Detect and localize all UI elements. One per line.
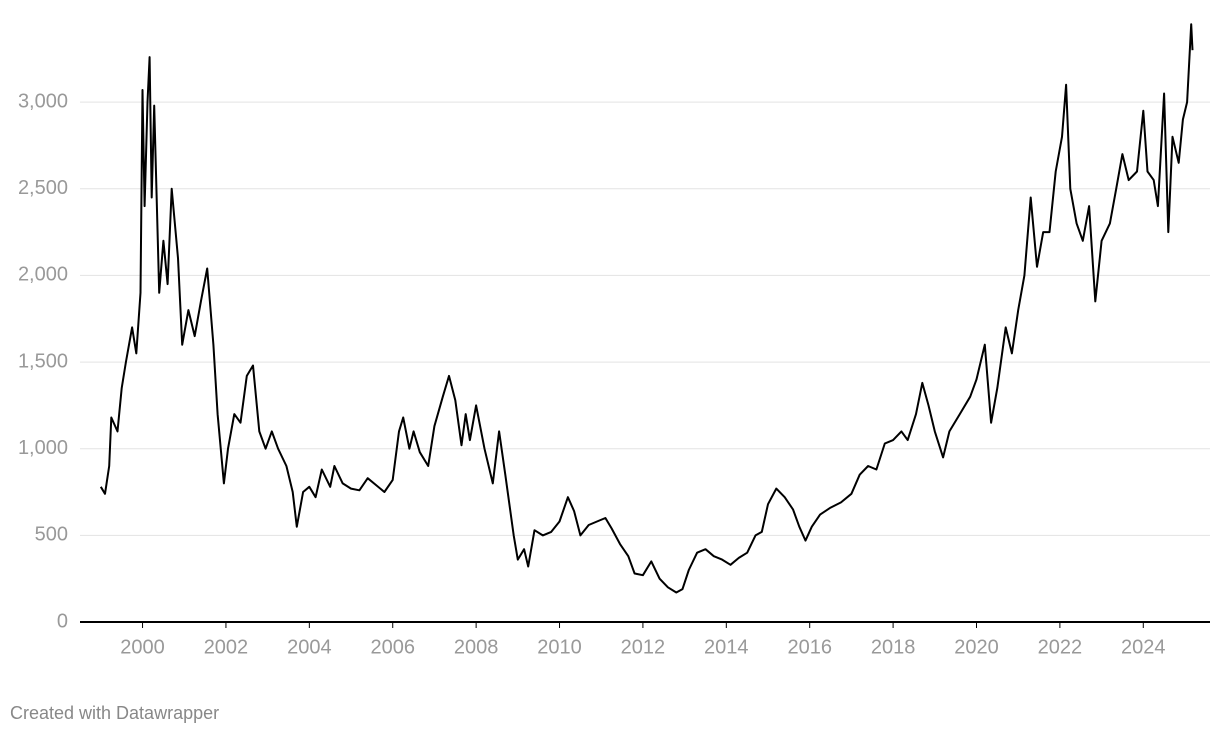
x-tick-label: 2014 [704,636,749,658]
y-tick-label: 3,000 [18,90,68,112]
y-tick-label: 0 [57,610,68,632]
x-tick-label: 2012 [621,636,666,658]
y-tick-label: 1,000 [18,437,68,459]
x-tick-label: 2010 [537,636,582,658]
line [99,23,1194,594]
y-tick-label: 2,000 [18,264,68,286]
x-tick-label: 2004 [287,636,332,658]
x-tick-label: 2008 [454,636,499,658]
x-tick-label: 2020 [954,636,999,658]
x-tick-label: 2024 [1121,636,1166,658]
x-tick-label: 2018 [871,636,916,658]
x-tick-label: 2002 [204,636,249,658]
x-tick-label: 2006 [370,636,415,658]
y-tick-label: 1,500 [18,350,68,372]
y-tick-label: 2,500 [18,177,68,199]
x-tick-label: 2000 [120,636,165,658]
footer: Created with Datawrapper [10,703,219,723]
x-tick-label: 2022 [1038,636,1083,658]
x-tick-label: 2016 [787,636,832,658]
y-tick-label: 500 [35,524,68,546]
